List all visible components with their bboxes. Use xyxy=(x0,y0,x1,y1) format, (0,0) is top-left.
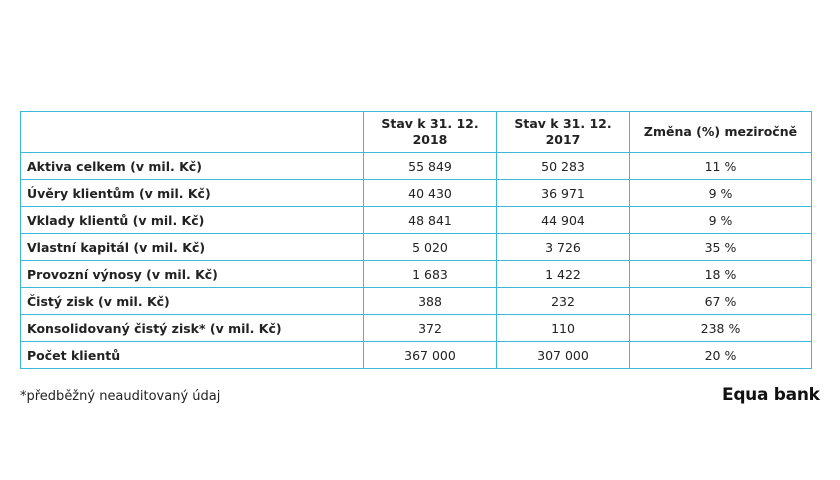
value-cell: 11 % xyxy=(629,152,812,180)
table-row: Provozní výnosy (v mil. Kč) 1 683 1 422 18 … xyxy=(20,260,812,288)
row-label: Vklady klientů (v mil. Kč) xyxy=(20,206,364,234)
table-row: Počet klientů 367 000 307 000 20 % xyxy=(20,341,812,369)
value-cell: 1 683 xyxy=(363,260,497,288)
row-label: Úvěry klientům (v mil. Kč) xyxy=(20,179,364,207)
value-cell: 3 726 xyxy=(496,233,630,261)
row-label: Provozní výnosy (v mil. Kč) xyxy=(20,260,364,288)
table-row: Vklady klientů (v mil. Kč) 48 841 44 904 9 … xyxy=(20,206,812,234)
table-body: Aktiva celkem (v mil. Kč) 55 849 50 283 11 … xyxy=(20,152,812,369)
header-cell xyxy=(20,111,364,153)
value-cell: 110 xyxy=(496,314,630,342)
value-cell: 367 000 xyxy=(363,341,497,369)
value-cell: 67 % xyxy=(629,287,812,315)
value-cell: 50 283 xyxy=(496,152,630,180)
header-row: Stav k 31. 12. 2018 Stav k 31. 12. 2017 Zm… xyxy=(20,111,812,153)
value-cell: 9 % xyxy=(629,206,812,234)
value-cell: 388 xyxy=(363,287,497,315)
results-table: Stav k 31. 12. 2018 Stav k 31. 12. 2017 Zm… xyxy=(20,111,812,369)
header-cell: Stav k 31. 12. 2018 xyxy=(363,111,497,153)
value-cell: 372 xyxy=(363,314,497,342)
row-label: Čistý zisk (v mil. Kč) xyxy=(20,287,364,315)
table-row: Vlastní kapitál (v mil. Kč) 5 020 3 726 35 … xyxy=(20,233,812,261)
header-cell: Změna (%) meziročně xyxy=(629,111,812,153)
value-cell: 40 430 xyxy=(363,179,497,207)
row-label: Vlastní kapitál (v mil. Kč) xyxy=(20,233,364,261)
table-row: Úvěry klientům (v mil. Kč) 40 430 36 971 9 … xyxy=(20,179,812,207)
table-row: Konsolidovaný čistý zisk* (v mil. Kč) 372… xyxy=(20,314,812,342)
value-cell: 9 % xyxy=(629,179,812,207)
value-cell: 36 971 xyxy=(496,179,630,207)
row-label: Konsolidovaný čistý zisk* (v mil. Kč) xyxy=(20,314,364,342)
value-cell: 48 841 xyxy=(363,206,497,234)
logo: Equa bank xyxy=(722,385,820,405)
header-cell: Stav k 31. 12. 2017 xyxy=(496,111,630,153)
value-cell: 44 904 xyxy=(496,206,630,234)
value-cell: 307 000 xyxy=(496,341,630,369)
footnote: *předběžný neauditovaný údaj xyxy=(20,389,221,404)
row-label: Počet klientů xyxy=(20,341,364,369)
value-cell: 18 % xyxy=(629,260,812,288)
row-label: Aktiva celkem (v mil. Kč) xyxy=(20,152,364,180)
value-cell: 232 xyxy=(496,287,630,315)
value-cell: 35 % xyxy=(629,233,812,261)
value-cell: 5 020 xyxy=(363,233,497,261)
value-cell: 238 % xyxy=(629,314,812,342)
value-cell: 55 849 xyxy=(363,152,497,180)
value-cell: 20 % xyxy=(629,341,812,369)
table-row: Aktiva celkem (v mil. Kč) 55 849 50 283 11 … xyxy=(20,152,812,180)
value-cell: 1 422 xyxy=(496,260,630,288)
table-row: Čistý zisk (v mil. Kč) 388 232 67 % xyxy=(20,287,812,315)
